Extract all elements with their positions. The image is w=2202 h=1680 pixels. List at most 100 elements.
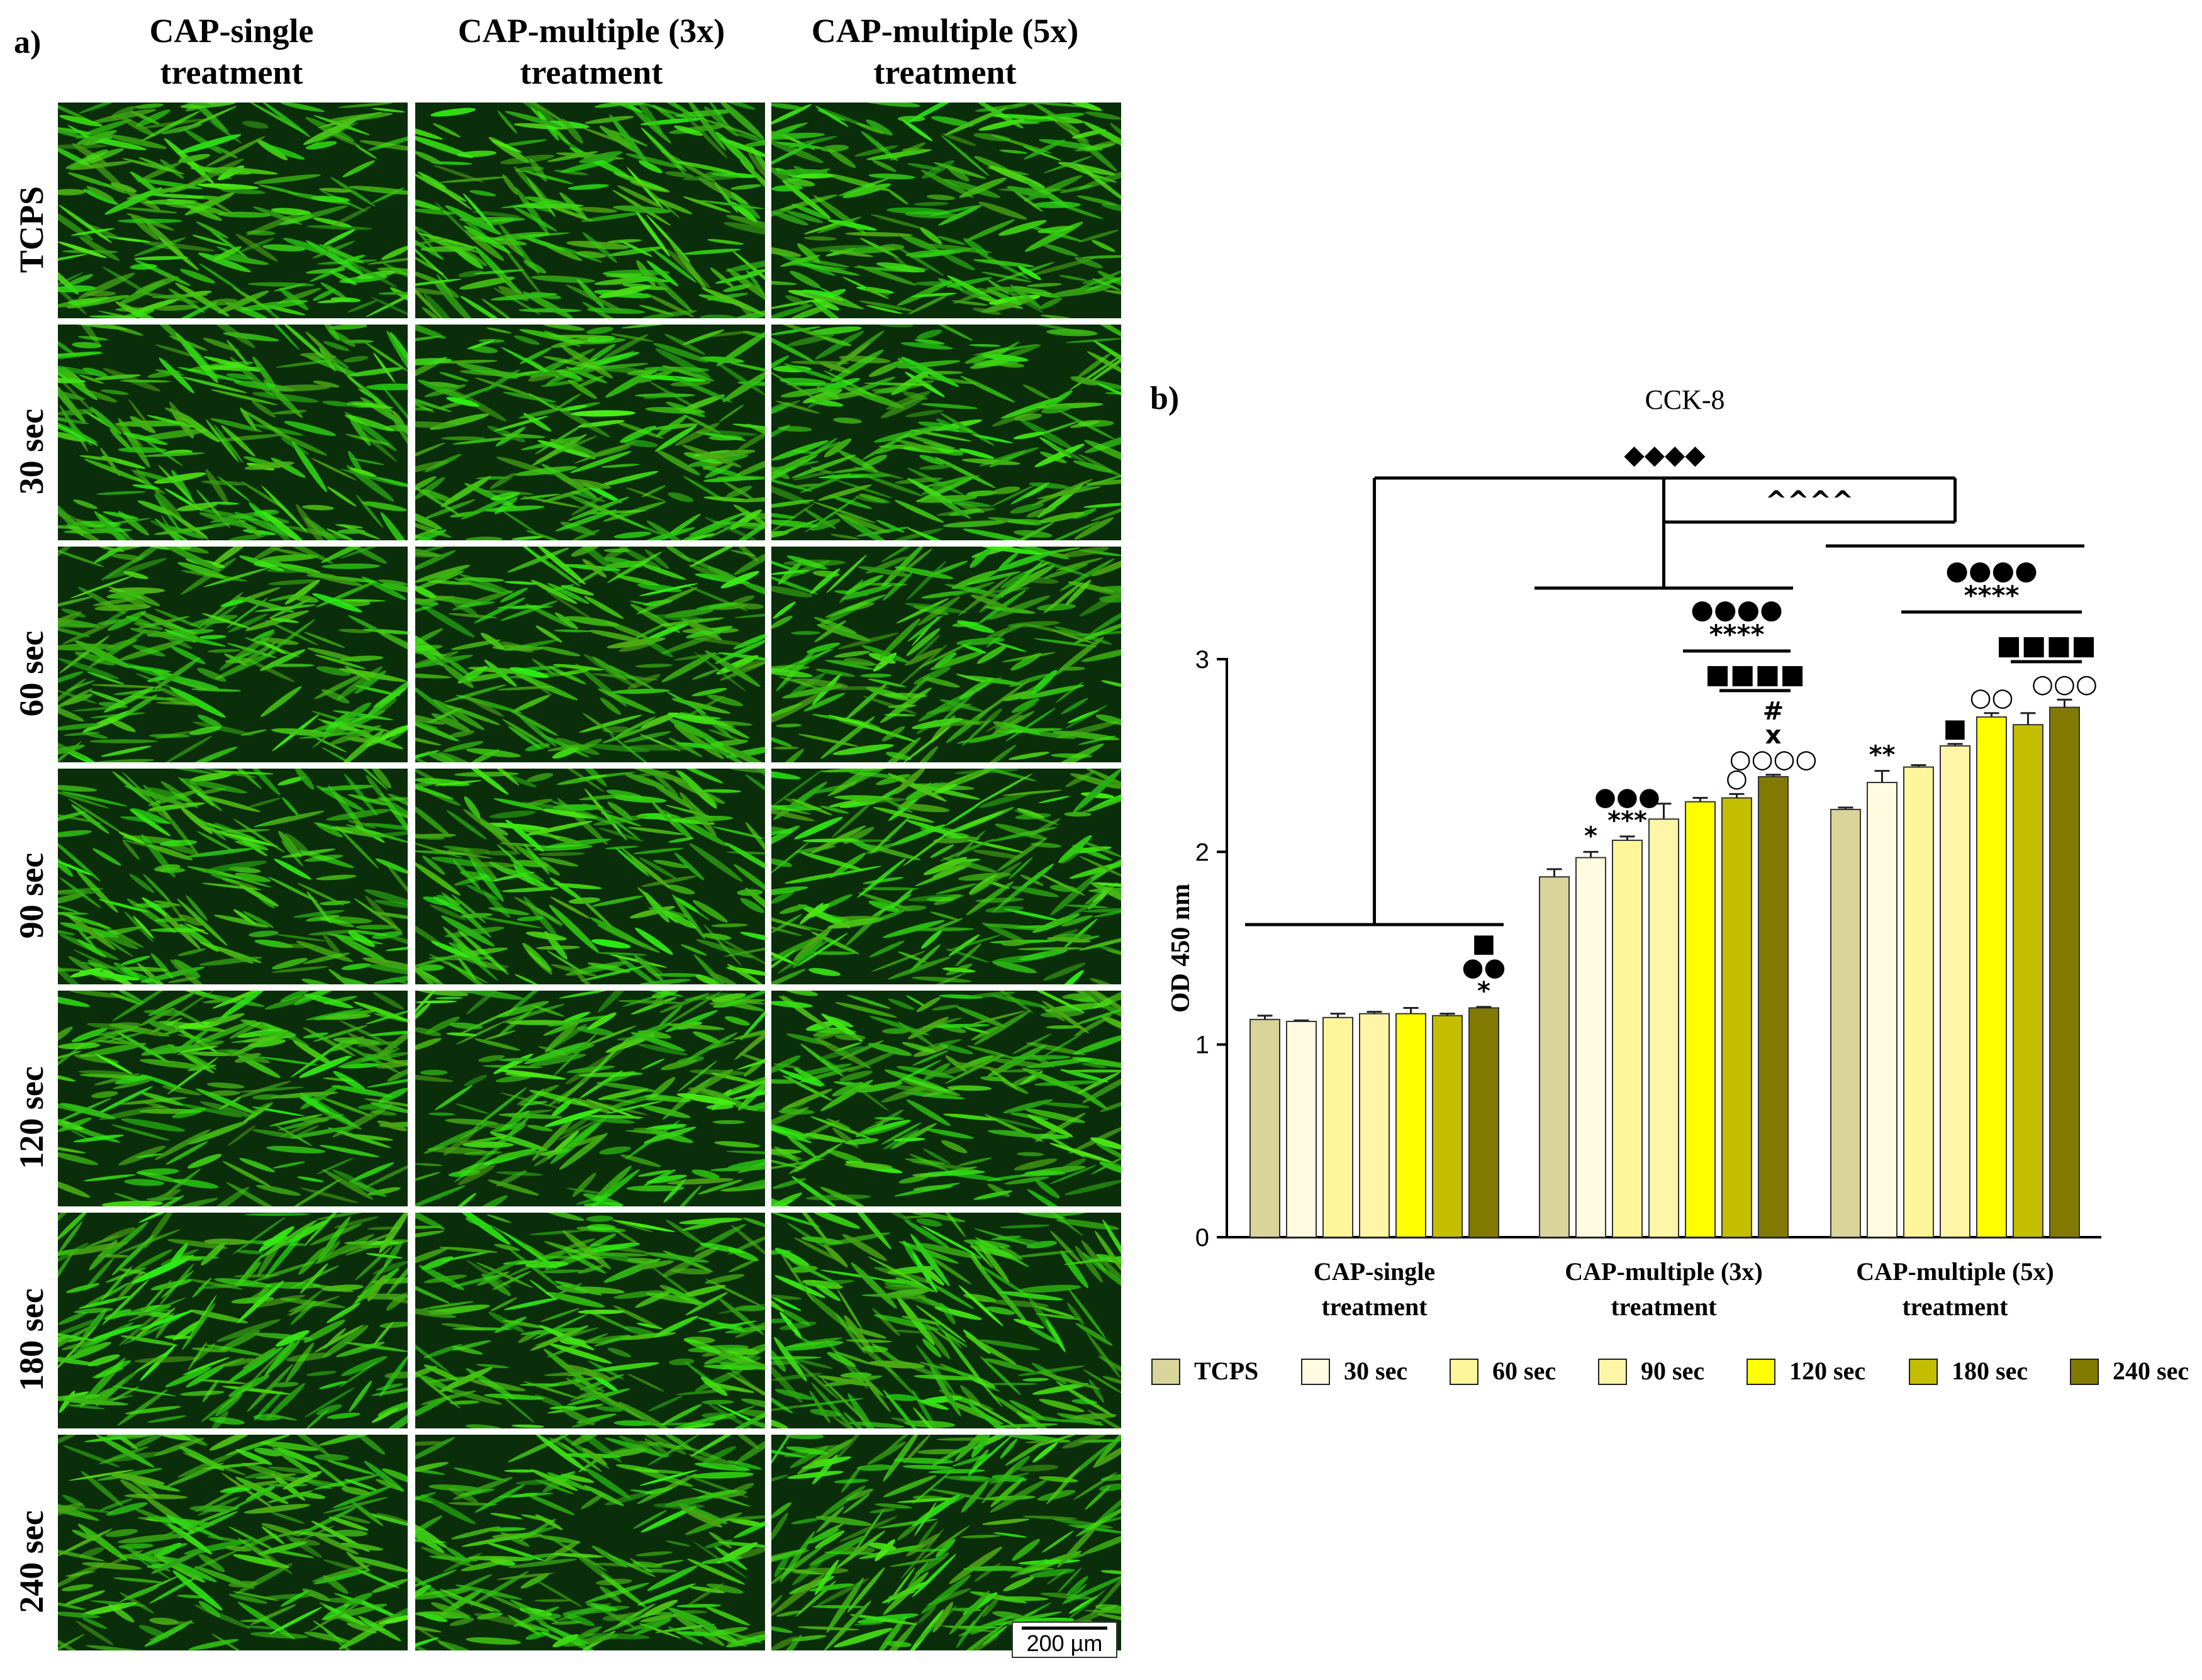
cell-shape — [540, 1269, 584, 1274]
cell-shape — [502, 1320, 545, 1328]
cell-shape — [252, 1261, 315, 1282]
cell-shape — [415, 628, 444, 648]
cell-shape — [415, 1230, 445, 1240]
cell-shape — [662, 1250, 713, 1272]
cell-shape — [303, 1032, 329, 1038]
cell-shape — [501, 1003, 565, 1023]
cell-shape — [782, 180, 831, 220]
cell-shape — [345, 824, 408, 844]
cell-shape — [106, 591, 146, 599]
cell-shape — [936, 1538, 956, 1557]
cell-shape — [978, 791, 1032, 808]
cell-shape — [550, 1122, 600, 1164]
cell-shape — [654, 972, 702, 977]
cell-shape — [630, 1489, 657, 1494]
cell-shape — [771, 211, 808, 226]
cell-shape — [999, 1291, 1063, 1301]
cell-shape — [59, 114, 103, 127]
cell-shape — [991, 1235, 1022, 1240]
cell-shape — [284, 833, 310, 855]
cell-shape — [415, 219, 439, 240]
cell-shape — [613, 1229, 639, 1245]
cell-shape — [1102, 1219, 1121, 1269]
cell-shape — [949, 1395, 981, 1406]
cell-shape — [815, 1530, 845, 1549]
cell-shape — [180, 1390, 225, 1396]
cell-shape — [484, 850, 521, 856]
cell-shape — [1036, 421, 1080, 436]
cell-shape — [909, 927, 975, 932]
cell-shape — [247, 798, 281, 808]
cell-shape — [116, 1229, 181, 1254]
cell-shape — [258, 184, 300, 195]
cell-shape — [79, 236, 120, 261]
cell-shape — [627, 744, 695, 751]
cell-shape — [313, 217, 352, 228]
cell-shape — [871, 737, 921, 762]
cell-shape — [718, 103, 764, 140]
cell-shape — [723, 284, 752, 292]
cell-shape — [327, 1412, 360, 1419]
cell-shape — [480, 821, 508, 836]
cell-shape — [86, 1645, 155, 1650]
cell-shape — [864, 286, 890, 296]
cell-shape — [815, 1578, 869, 1607]
cell-shape — [165, 1367, 211, 1388]
cell-shape — [129, 873, 155, 893]
cell-shape — [1031, 669, 1058, 695]
cell-shape — [791, 798, 832, 816]
cell-shape — [155, 369, 184, 376]
cell-shape — [371, 1386, 408, 1396]
cell-shape — [488, 907, 530, 916]
cell-shape — [597, 952, 647, 956]
cell-shape — [680, 1506, 723, 1528]
cell-shape — [330, 270, 357, 286]
cell-shape — [179, 1051, 215, 1074]
cell-shape — [858, 1081, 903, 1093]
cell-shape — [917, 1243, 982, 1259]
cell-shape — [771, 859, 792, 867]
cell-shape — [812, 1454, 838, 1485]
cell-shape — [676, 1388, 744, 1395]
cell-shape — [832, 1416, 857, 1428]
cell-shape — [464, 482, 518, 509]
cell-shape — [165, 1141, 208, 1165]
cell-shape — [271, 966, 328, 973]
cell-shape — [649, 1077, 676, 1099]
column-header-line: CAP-single — [149, 12, 314, 50]
cell-shape — [415, 398, 435, 413]
cell-shape — [415, 1437, 455, 1463]
cell-shape — [771, 298, 824, 310]
cell-shape — [1039, 1399, 1085, 1413]
cell-shape — [859, 1544, 927, 1559]
cell-shape — [771, 946, 798, 965]
cell-shape — [489, 810, 536, 819]
cell-shape — [771, 923, 803, 936]
cell-shape — [428, 1112, 455, 1116]
cell-shape — [1102, 1016, 1121, 1032]
cell-shape — [79, 374, 104, 384]
cell-shape — [912, 1494, 961, 1527]
cell-shape — [73, 499, 98, 509]
cell-shape — [376, 1025, 408, 1059]
cell-shape — [732, 1027, 765, 1040]
cell-shape — [415, 481, 463, 518]
cell-shape — [549, 1437, 579, 1455]
cell-shape — [430, 161, 472, 165]
cell-shape — [58, 241, 107, 259]
cell-shape — [426, 235, 478, 261]
cell-shape — [820, 1377, 868, 1425]
cell-shape — [912, 634, 941, 660]
cell-shape — [483, 1260, 521, 1277]
cell-shape — [944, 1333, 986, 1388]
cell-shape — [947, 769, 985, 788]
cell-shape — [810, 932, 859, 955]
cell-shape — [415, 733, 442, 746]
cell-shape — [903, 1435, 931, 1464]
cell-shape — [94, 1360, 131, 1379]
cell-shape — [213, 246, 242, 261]
cell-shape — [735, 659, 765, 670]
cell-shape — [599, 470, 659, 487]
cell-shape — [739, 1410, 765, 1418]
x-category-label: CAP-single — [1314, 1257, 1435, 1286]
